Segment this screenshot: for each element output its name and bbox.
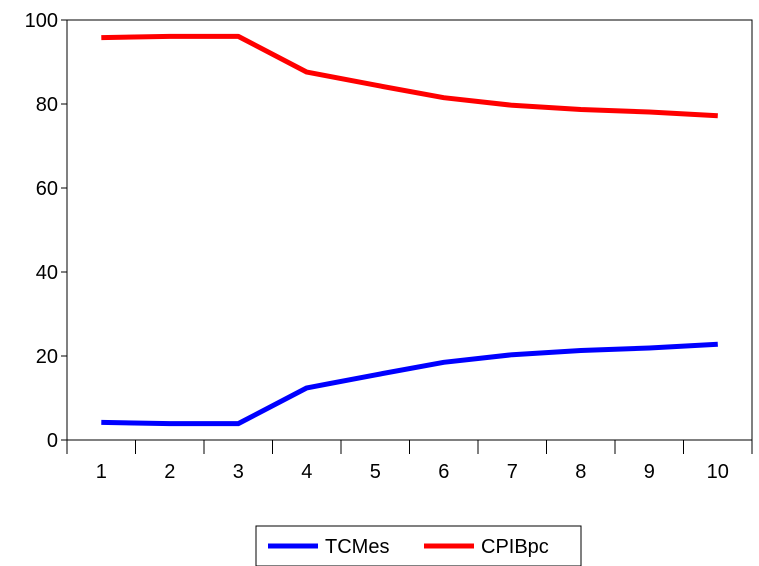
x-tick-label: 3: [233, 461, 244, 483]
x-tick-label: 4: [301, 461, 312, 483]
y-tick-label: 0: [47, 430, 58, 452]
x-axis: 1 2 3 4 5 6 7 8 9 10: [66, 440, 753, 483]
legend-label-cpibpc: CPIBpc: [481, 536, 549, 558]
x-tick-label: 6: [438, 461, 449, 483]
series-line-tcmes: [101, 341, 718, 427]
x-tick-label: 10: [707, 461, 729, 483]
x-tick-label: 5: [370, 461, 381, 483]
y-tick-label: 100: [25, 10, 58, 32]
series-cpibpc: [101, 33, 718, 119]
y-tick-label: 80: [36, 94, 58, 116]
legend: TCMes CPIBpc: [255, 525, 582, 566]
series-tcmes: [101, 341, 718, 427]
plot-border: [66, 19, 753, 441]
x-tick-label: 8: [575, 461, 586, 483]
x-tick-label: 9: [644, 461, 655, 483]
legend-label-tcmes: TCMes: [325, 536, 389, 558]
x-tick-label: 7: [507, 461, 518, 483]
y-axis: 0 20 40 60 80 100: [25, 10, 67, 452]
series-layer: [101, 33, 718, 427]
plot-area: [66, 19, 753, 441]
series-line-cpibpc: [101, 33, 718, 119]
y-tick-label: 40: [36, 262, 58, 284]
y-tick-label: 60: [36, 178, 58, 200]
x-tick-label: 1: [96, 461, 107, 483]
y-tick-label: 20: [36, 346, 58, 368]
x-tick-label: 2: [164, 461, 175, 483]
